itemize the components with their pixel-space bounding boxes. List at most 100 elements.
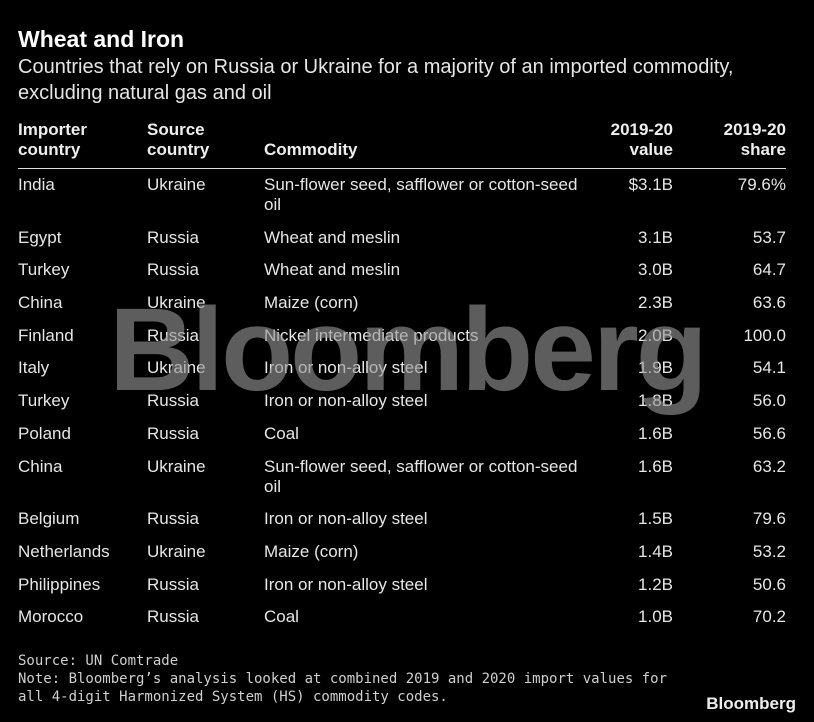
table-cell: Netherlands (18, 541, 110, 561)
table-cell: 63.6 (752, 293, 786, 313)
table-cell: Iron or non-alloy steel (264, 358, 428, 378)
table-cell: Maize (corn) (264, 541, 359, 561)
table-row: Morocco Russia Coal 1.0B 70.2 (18, 601, 786, 634)
header-line: Commodity (264, 140, 358, 159)
table-cell: 1.4B (638, 541, 673, 561)
table-cell: Wheat and meslin (264, 227, 401, 247)
table-cell: Russia (147, 423, 199, 443)
data-table: Importer country Source country Commodity 201… (18, 120, 786, 634)
table-cell: Russia (147, 509, 199, 529)
header-line: country (18, 140, 81, 159)
table-cell: Italy (18, 358, 50, 378)
column-header: Source country (147, 120, 264, 169)
table-cell: 1.9B (638, 358, 673, 378)
table-cell: 3.1B (638, 227, 673, 247)
subtitle: Countries that rely on Russia or Ukraine… (18, 56, 734, 104)
table-cell: 54.1 (752, 358, 786, 378)
table-cell: 2.3B (638, 293, 673, 313)
table-cell: Ukraine (147, 358, 206, 378)
table-cell: 1.5B (638, 509, 673, 529)
table-cell: Ukraine (147, 175, 206, 194)
header-line: Source (147, 120, 205, 139)
table-row: Poland Russia Coal 1.6B 56.6 (18, 418, 786, 451)
table-cell: Iron or non-alloy steel (264, 509, 428, 529)
header-line: 2019-20 (610, 120, 673, 139)
table-cell: $3.1B (628, 175, 673, 194)
table-cell: Turkey (18, 391, 70, 411)
header-line: Importer (18, 120, 87, 139)
table-cell: Philippines (18, 574, 101, 594)
table-cell: Ukraine (147, 293, 206, 313)
table-cell: Iron or non-alloy steel (264, 574, 428, 594)
table-cell: Coal (264, 607, 299, 627)
logo: Bloomberg (706, 694, 796, 713)
table-cell: 63.2 (752, 456, 786, 476)
table-body: India Ukraine Sun-flower seed, safflower o… (18, 169, 786, 634)
table-cell: 53.7 (752, 227, 786, 247)
table-cell: China (18, 456, 63, 476)
table-row: Egypt Russia Wheat and meslin 3.1B 53.7 (18, 222, 786, 255)
table-cell: Egypt (18, 227, 62, 247)
table-cell: Nickel intermediate products (264, 325, 479, 345)
table-cell: 53.2 (752, 541, 786, 561)
table-cell: India (18, 175, 55, 194)
table-cell: 1.0B (638, 607, 673, 627)
table-cell: Russia (147, 227, 199, 247)
table-row: Turkey Russia Iron or non-alloy steel 1.8B 5… (18, 385, 786, 418)
table-cell: Russia (147, 325, 199, 345)
title: Wheat and Iron (18, 26, 185, 52)
header-line: 2019-20 (723, 120, 786, 139)
table-cell: 79.6% (737, 175, 786, 194)
column-header: 2019-20 share (673, 120, 786, 169)
table-cell: Maize (corn) (264, 293, 359, 313)
table-cell: Ukraine (147, 541, 206, 561)
table-row: Italy Ukraine Iron or non-alloy steel 1.9B 5… (18, 352, 786, 385)
table-cell: Finland (18, 325, 74, 345)
table-cell: Russia (147, 574, 199, 594)
table-cell: Russia (147, 391, 199, 411)
table-cell: China (18, 293, 63, 313)
table-cell: Coal (264, 423, 299, 443)
table-cell: 50.6 (752, 574, 786, 594)
table-row: China Ukraine Maize (corn) 2.3B 63.6 (18, 287, 786, 320)
table-cell: 1.6B (638, 423, 673, 443)
column-header: Importer country (18, 120, 147, 169)
header-line: share (740, 140, 786, 159)
header-line: value (629, 140, 673, 159)
table-cell: 64.7 (752, 260, 786, 280)
note: Note: Bloomberg’s analysis looked at com… (18, 671, 668, 705)
table-cell: Iron or non-alloy steel (264, 391, 428, 411)
table-cell: 70.2 (752, 607, 786, 627)
table-cell: Morocco (18, 607, 84, 627)
table-cell: Ukraine (147, 456, 206, 476)
table-cell: Poland (18, 423, 71, 443)
column-header: Commodity (264, 120, 593, 169)
table-cell: Sun-flower seed, safflower or cotton-see… (264, 175, 578, 214)
table-cell: Sun-flower seed, safflower or cotton-see… (264, 456, 578, 496)
table-cell: 56.0 (752, 391, 786, 411)
table-cell: Belgium (18, 509, 80, 529)
source: Source: UN Comtrade (18, 653, 179, 669)
table-row: Belgium Russia Iron or non-alloy steel 1.5B… (18, 503, 786, 536)
table-cell: Wheat and meslin (264, 260, 401, 280)
table-row: Philippines Russia Iron or non-alloy steel… (18, 569, 786, 602)
table-cell: Russia (147, 607, 199, 627)
table-cell: 100.0 (743, 325, 786, 345)
table-cell: 1.6B (638, 456, 673, 476)
table-cell: 3.0B (638, 260, 673, 280)
header-row: Importer country Source country Commodity 201… (18, 120, 786, 169)
table-cell: Russia (147, 260, 199, 280)
table-row: India Ukraine Sun-flower seed, safflower o… (18, 169, 786, 222)
table-cell: 1.8B (638, 391, 673, 411)
column-header: 2019-20 value (593, 120, 673, 169)
table-row: China Ukraine Sun-flower seed, safflower o… (18, 451, 786, 504)
table-row: Netherlands Ukraine Maize (corn) 1.4B 53.2 (18, 536, 786, 569)
table-cell: 2.0B (638, 325, 673, 345)
table-row: Finland Russia Nickel intermediate product… (18, 320, 786, 353)
table-cell: 1.2B (638, 574, 673, 594)
table-cell: Turkey (18, 260, 70, 280)
header-line: country (147, 140, 210, 159)
table-row: Turkey Russia Wheat and meslin 3.0B 64.7 (18, 254, 786, 287)
table-cell: 56.6 (752, 423, 786, 443)
